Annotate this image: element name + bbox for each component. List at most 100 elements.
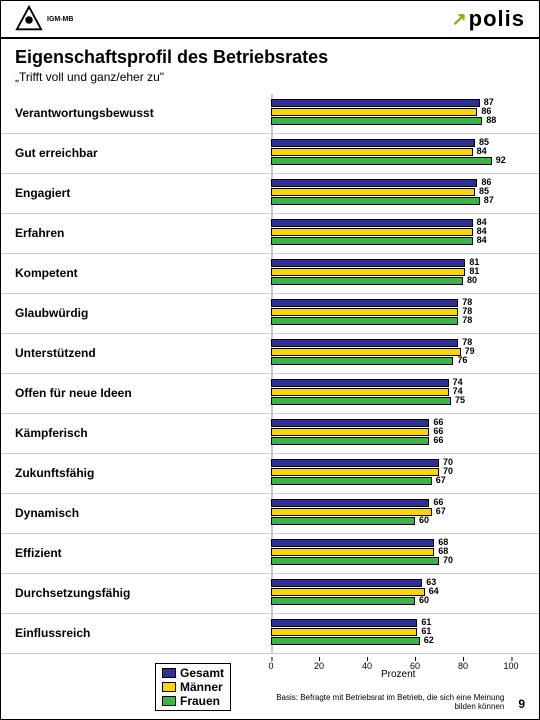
bar: 80 bbox=[271, 277, 463, 285]
bar-group: 848484 bbox=[271, 219, 473, 246]
bar-value: 92 bbox=[496, 155, 506, 165]
bar-value: 84 bbox=[477, 146, 487, 156]
legend-label: Männer bbox=[180, 680, 223, 694]
logo-left-label: IGM-MB bbox=[47, 16, 73, 23]
bar: 60 bbox=[271, 597, 415, 605]
bar-value: 66 bbox=[433, 435, 443, 445]
bar: 84 bbox=[271, 219, 473, 227]
bar: 86 bbox=[271, 179, 477, 187]
bar-value: 60 bbox=[419, 595, 429, 605]
chart-row: Engagiert868587 bbox=[1, 174, 539, 214]
row-label: Engagiert bbox=[15, 186, 70, 200]
bar: 88 bbox=[271, 117, 482, 125]
chart-row: Dynamisch666760 bbox=[1, 494, 539, 534]
bar: 66 bbox=[271, 499, 429, 507]
chart-row: Offen für neue Ideen747475 bbox=[1, 374, 539, 414]
footer: GesamtMännerFrauen Basis: Befragte mit B… bbox=[15, 663, 525, 711]
page-subtitle: „Trifft voll und ganz/eher zu" bbox=[1, 70, 539, 94]
bar-group: 747475 bbox=[271, 379, 451, 406]
bar: 81 bbox=[271, 268, 465, 276]
bar-group: 858492 bbox=[271, 139, 492, 166]
logo-right: ↗ polis bbox=[452, 6, 525, 32]
chart-row: Erfahren848484 bbox=[1, 214, 539, 254]
legend-label: Gesamt bbox=[180, 666, 224, 680]
bar: 85 bbox=[271, 139, 475, 147]
bar-value: 84 bbox=[477, 235, 487, 245]
row-label: Einflussreich bbox=[15, 626, 90, 640]
legend-item: Gesamt bbox=[162, 666, 224, 680]
bar: 84 bbox=[271, 148, 473, 156]
bar-value: 67 bbox=[436, 475, 446, 485]
chart-row: Unterstützend 787976 bbox=[1, 334, 539, 374]
logo-left: IGM-MB bbox=[15, 5, 73, 33]
bar: 78 bbox=[271, 339, 458, 347]
bar: 86 bbox=[271, 108, 477, 116]
page-title: Eigenschaftsprofil des Betriebsrates bbox=[1, 39, 539, 70]
bar-value: 67 bbox=[436, 506, 446, 516]
bar-value: 70 bbox=[443, 555, 453, 565]
bar-group: 636460 bbox=[271, 579, 425, 606]
bar: 84 bbox=[271, 237, 473, 245]
legend-label: Frauen bbox=[180, 694, 220, 708]
bar: 74 bbox=[271, 379, 449, 387]
bar: 64 bbox=[271, 588, 425, 596]
legend-swatch bbox=[162, 696, 176, 706]
row-label: Dynamisch bbox=[15, 506, 79, 520]
row-label: Effizient bbox=[15, 546, 62, 560]
arrow-icon: ↗ bbox=[452, 9, 467, 30]
chart-row: Zukunftsfähig707067 bbox=[1, 454, 539, 494]
chart-rows: Verantwortungsbewusst878688Gut erreichba… bbox=[1, 94, 539, 654]
bar-group: 787976 bbox=[271, 339, 461, 366]
bar: 84 bbox=[271, 228, 473, 236]
chart-row: Kompetent818180 bbox=[1, 254, 539, 294]
bar: 68 bbox=[271, 539, 434, 547]
row-label: Kämpferisch bbox=[15, 426, 88, 440]
page: IGM-MB ↗ polis Eigenschaftsprofil des Be… bbox=[0, 0, 540, 720]
footnote: Basis: Befragte mit Betriebsrat im Betri… bbox=[264, 693, 504, 711]
chart-row: Glaubwürdig 787878 bbox=[1, 294, 539, 334]
bar-value: 62 bbox=[424, 635, 434, 645]
bar-value: 87 bbox=[484, 195, 494, 205]
bar-value: 78 bbox=[462, 315, 472, 325]
chart-row: Verantwortungsbewusst 878688 bbox=[1, 94, 539, 134]
bar: 81 bbox=[271, 259, 465, 267]
bar: 70 bbox=[271, 468, 439, 476]
bar-group: 787878 bbox=[271, 299, 458, 326]
bar: 66 bbox=[271, 428, 429, 436]
chart-row: Einflussreich616162 bbox=[1, 614, 539, 654]
row-label: Glaubwürdig bbox=[15, 306, 88, 320]
bar: 75 bbox=[271, 397, 451, 405]
bar: 62 bbox=[271, 637, 420, 645]
chart-row: Kämpferisch666666 bbox=[1, 414, 539, 454]
bar-value: 80 bbox=[467, 275, 477, 285]
bar: 70 bbox=[271, 459, 439, 467]
chart-row: Effizient686870 bbox=[1, 534, 539, 574]
bar: 74 bbox=[271, 388, 449, 396]
row-label: Kompetent bbox=[15, 266, 78, 280]
bar-value: 75 bbox=[455, 395, 465, 405]
bar-group: 868587 bbox=[271, 179, 480, 206]
row-label: Gut erreichbar bbox=[15, 146, 98, 160]
bar: 66 bbox=[271, 437, 429, 445]
row-label: Verantwortungsbewusst bbox=[15, 106, 154, 120]
bar-group: 666760 bbox=[271, 499, 432, 526]
logo-right-label: polis bbox=[469, 6, 525, 32]
x-axis: 020406080100 bbox=[271, 657, 527, 658]
chart-row: Durchsetzungsfähig636460 bbox=[1, 574, 539, 614]
row-label: Zukunftsfähig bbox=[15, 466, 94, 480]
chart-row: Gut erreichbar858492 bbox=[1, 134, 539, 174]
bar: 85 bbox=[271, 188, 475, 196]
row-label: Unterstützend bbox=[15, 346, 96, 360]
bar: 78 bbox=[271, 299, 458, 307]
bar-group: 878688 bbox=[271, 99, 482, 126]
bar: 67 bbox=[271, 508, 432, 516]
bar-value: 64 bbox=[429, 586, 439, 596]
legend-item: Frauen bbox=[162, 694, 224, 708]
bar: 67 bbox=[271, 477, 432, 485]
bar-group: 707067 bbox=[271, 459, 439, 486]
bar-value: 60 bbox=[419, 515, 429, 525]
row-label: Erfahren bbox=[15, 226, 64, 240]
header: IGM-MB ↗ polis bbox=[1, 1, 539, 39]
bar-group: 666666 bbox=[271, 419, 429, 446]
legend-item: Männer bbox=[162, 680, 224, 694]
